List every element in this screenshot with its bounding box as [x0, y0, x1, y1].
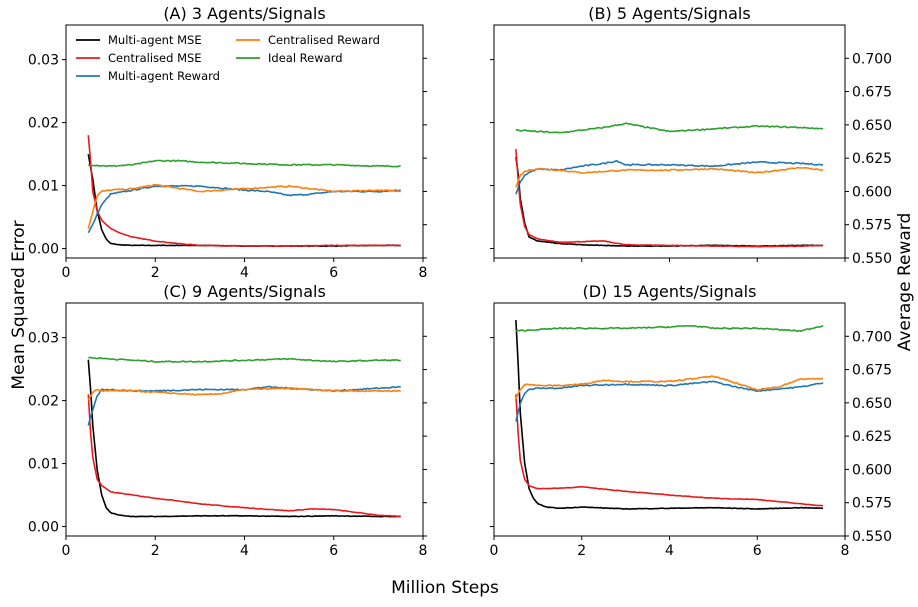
x-tick-label: 8 [419, 265, 428, 281]
legend-item: Centralised Reward [236, 33, 380, 47]
series-line-ideal-reward [87, 159, 401, 168]
legend-label: Centralised Reward [268, 33, 380, 47]
x-tick-label: 4 [240, 265, 249, 281]
plot-frame [493, 302, 846, 537]
series-line-ideal-reward [515, 324, 824, 333]
series-line-centralised-mse [87, 394, 401, 518]
y-left-tick-label: 0.00 [28, 242, 59, 258]
legend-label: Multi-agent Reward [108, 69, 220, 83]
x-tick-label: 2 [151, 543, 160, 559]
y-right-tick-label: 0.575 [852, 496, 892, 512]
series-line-centralised-reward [87, 387, 401, 401]
y-right-tick-label: 0.625 [852, 429, 892, 445]
panel-b: (B) 5 Agents/Signals 0.550 0.575 0.600 0.625… [490, 4, 892, 267]
y-right-tick-label: 0.550 [852, 251, 892, 267]
y-right-tick-label: 0.700 [852, 51, 892, 67]
panel-title: (D) 15 Agents/Signals [583, 282, 757, 301]
y-left-tick-label: 0.01 [28, 457, 59, 473]
y-left-tick-label: 0.02 [28, 116, 59, 132]
x-tick-label: 6 [329, 265, 338, 281]
series-line-multi-agent-reward [515, 380, 824, 422]
legend-item: Multi-agent Reward [76, 69, 220, 83]
series-line-multi-agent-mse [515, 319, 824, 510]
series-line-multi-agent-reward [87, 385, 401, 426]
series-line-centralised-reward [515, 166, 824, 188]
y-right-tick-label: 0.700 [852, 329, 892, 345]
y-left-axis-label: Mean Squared Error [9, 220, 29, 389]
x-tick-label: 4 [240, 543, 249, 559]
y-right-tick-label: 0.625 [852, 151, 892, 167]
panel-title: (B) 5 Agents/Signals [588, 4, 750, 23]
series-line-multi-agent-mse [87, 153, 401, 248]
panel-title: (A) 3 Agents/Signals [163, 4, 325, 23]
series-line-centralised-reward [515, 375, 824, 400]
x-tick-label: 8 [841, 543, 850, 559]
panel-c: (C) 9 Agents/Signals 0 2 4 6 8 0.00 0.01 0.02 0.0… [28, 282, 428, 559]
x-tick-label: 0 [62, 265, 71, 281]
x-tick-label: 6 [329, 543, 338, 559]
x-tick-label: 0 [490, 543, 499, 559]
x-tick-label: 0 [62, 543, 71, 559]
legend-item: Centralised MSE [76, 51, 202, 65]
y-left-tick-label: 0.01 [28, 179, 59, 195]
panel-title: (C) 9 Agents/Signals [163, 282, 326, 301]
y-right-tick-label: 0.600 [852, 462, 892, 478]
y-right-tick-label: 0.650 [852, 118, 892, 134]
y-left-tick-label: 0.03 [28, 331, 59, 347]
series-line-ideal-reward [88, 356, 401, 363]
series-line-centralised-mse [515, 149, 824, 248]
series-line-ideal-reward [515, 122, 824, 134]
y-right-tick-label: 0.675 [852, 363, 892, 379]
y-right-tick-label: 0.550 [852, 529, 892, 545]
panel-a: (A) 3 Agents/Signals 0 2 4 6 8 0.00 0.01 0.02 0.0… [28, 4, 428, 281]
y-right-tick-label: 0.650 [852, 396, 892, 412]
legend-label: Multi-agent MSE [108, 33, 202, 47]
x-tick-label: 8 [419, 543, 428, 559]
legend-label: Ideal Reward [268, 51, 343, 65]
x-tick-label: 2 [577, 543, 586, 559]
plot-frame [493, 24, 846, 259]
panels: (A) 3 Agents/Signals 0 2 4 6 8 0.00 0.01 0.02 0.0… [28, 4, 892, 559]
series-line-centralised-mse [515, 394, 824, 507]
series-line-multi-agent-reward [87, 184, 401, 234]
legend-item: Multi-agent MSE [76, 33, 202, 47]
series-line-multi-agent-mse [87, 359, 401, 518]
series-line-centralised-mse [87, 135, 401, 247]
panel-d: (D) 15 Agents/Signals 0 2 4 6 80.550 0.575 0.60… [490, 282, 893, 559]
plot-frame [65, 302, 424, 537]
x-tick-label: 2 [151, 265, 160, 281]
y-right-tick-label: 0.675 [852, 85, 892, 101]
y-left-tick-label: 0.03 [28, 53, 59, 69]
x-axis-label: Million Steps [391, 578, 499, 598]
y-left-tick-label: 0.02 [28, 394, 59, 410]
y-right-tick-label: 0.575 [852, 218, 892, 234]
series-line-multi-agent-reward [515, 159, 824, 195]
legend-label: Centralised MSE [108, 51, 202, 65]
y-right-axis-label: Average Reward [895, 213, 915, 352]
x-tick-label: 6 [753, 543, 762, 559]
legend: Multi-agent MSE Centralised MSE Multi-agen… [76, 33, 380, 83]
x-tick-label: 4 [665, 543, 674, 559]
y-right-tick-label: 0.600 [852, 184, 892, 200]
legend-item: Ideal Reward [236, 51, 343, 65]
series-line-centralised-reward [87, 184, 401, 229]
y-left-tick-label: 0.00 [28, 520, 59, 536]
